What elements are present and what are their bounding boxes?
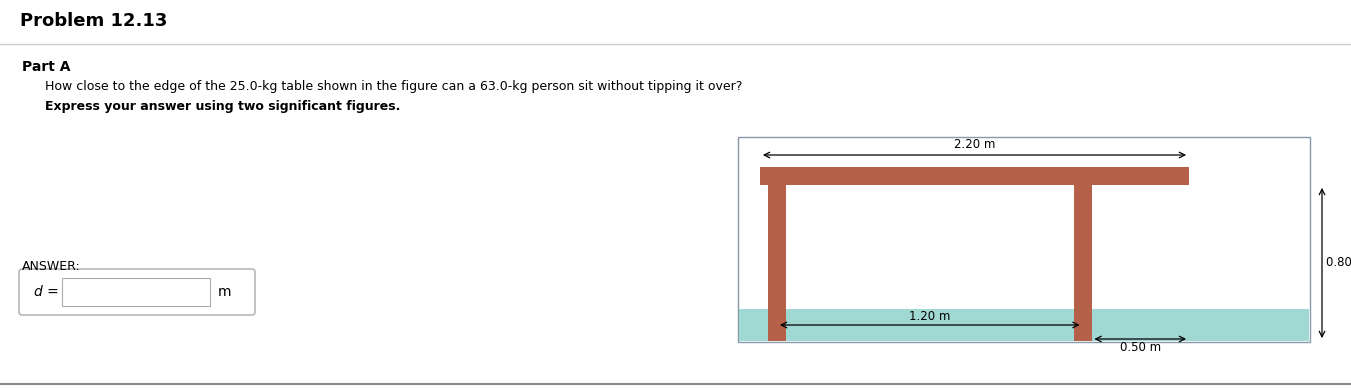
Text: 1.20 m: 1.20 m bbox=[909, 310, 951, 323]
Text: 2.20 m: 2.20 m bbox=[954, 138, 996, 151]
Text: d =: d = bbox=[34, 285, 58, 299]
FancyBboxPatch shape bbox=[19, 269, 255, 315]
Bar bbox=[738, 137, 1310, 342]
Text: m: m bbox=[218, 285, 231, 299]
Text: 0.80 m: 0.80 m bbox=[1325, 257, 1351, 269]
Bar bbox=[761, 167, 1189, 185]
Text: Problem 12.13: Problem 12.13 bbox=[20, 12, 168, 30]
Text: 0.50 m: 0.50 m bbox=[1120, 341, 1161, 354]
Text: How close to the edge of the 25.0-kg table shown in the figure can a 63.0-kg per: How close to the edge of the 25.0-kg tab… bbox=[45, 80, 743, 93]
Bar bbox=[62, 278, 209, 306]
Text: Part A: Part A bbox=[22, 60, 70, 74]
Text: Express your answer using two significant figures.: Express your answer using two significan… bbox=[45, 100, 400, 113]
Bar bbox=[1074, 185, 1092, 341]
Bar bbox=[739, 309, 1309, 341]
Bar bbox=[767, 185, 786, 341]
Text: ANSWER:: ANSWER: bbox=[22, 260, 81, 273]
